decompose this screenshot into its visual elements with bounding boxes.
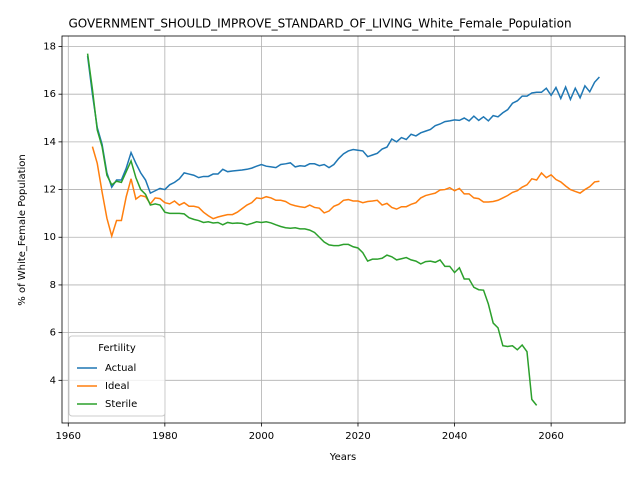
x-tick-label: 1980	[152, 431, 177, 442]
y-axis-label: % of White_Female Population	[17, 154, 28, 305]
x-tick-label: 1960	[56, 431, 81, 442]
legend-label: Actual	[105, 363, 136, 374]
x-axis-label: Years	[329, 452, 356, 463]
y-tick-label: 16	[43, 89, 56, 100]
y-tick-label: 10	[43, 232, 56, 243]
legend-label: Sterile	[105, 399, 137, 410]
x-tick-label: 2060	[538, 431, 563, 442]
y-tick-label: 4	[50, 375, 56, 386]
x-tick-label: 2040	[442, 431, 467, 442]
y-tick-label: 14	[43, 137, 56, 148]
legend-title: Fertility	[98, 343, 136, 354]
y-tick-label: 12	[43, 185, 56, 196]
series-line	[86, 55, 600, 195]
legend-label: Ideal	[105, 381, 129, 392]
plot-frame	[61, 35, 626, 424]
x-tick-label: 2020	[345, 431, 370, 442]
legend-box	[68, 335, 166, 417]
y-tick-label: 6	[50, 328, 56, 339]
y-tick-label: 8	[50, 280, 56, 291]
series-line	[86, 53, 538, 406]
series-line	[91, 146, 600, 239]
y-tick-label: 18	[43, 41, 56, 52]
x-tick-label: 2000	[249, 431, 274, 442]
chart-title: GOVERNMENT_SHOULD_IMPROVE_STANDARD_OF_LI…	[68, 17, 571, 31]
